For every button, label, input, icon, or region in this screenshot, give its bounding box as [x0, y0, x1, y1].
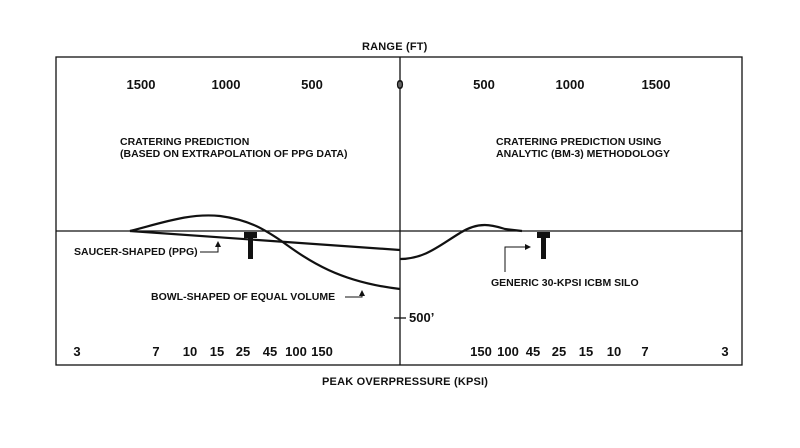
right-panel-line1: CRATERING PREDICTION USING — [496, 136, 662, 148]
crater-lip-left — [129, 214, 281, 241]
silo-right — [537, 232, 550, 259]
top-tick: 0 — [396, 77, 404, 92]
bottom-right-tick: 100 — [497, 344, 519, 359]
silo-leader — [504, 244, 531, 272]
plot-frame — [55, 56, 743, 366]
bottom-left-tick: 25 — [235, 344, 251, 359]
depth-label: 500’ — [409, 310, 435, 325]
right-panel-line2: ANALYTIC (BM-3) METHODOLOGY — [496, 148, 671, 160]
bottom-left-tick: 45 — [262, 344, 278, 359]
bottom-right-tick: 15 — [578, 344, 594, 359]
top-tick: 1500 — [126, 77, 156, 92]
bottom-right-tick: 3 — [721, 344, 729, 359]
top-tick: 1500 — [641, 77, 671, 92]
bottom-left-tick: 10 — [182, 344, 198, 359]
bottom-left-tick: 150 — [311, 344, 333, 359]
bowl-leader — [345, 290, 365, 298]
bottom-left-tick: 7 — [152, 344, 160, 359]
top-tick: 1000 — [211, 77, 241, 92]
bottom-left-tick: 100 — [285, 344, 307, 359]
bowl-label: BOWL-SHAPED OF EQUAL VOLUME — [151, 291, 336, 303]
left-panel-line2: (BASED ON EXTRAPOLATION OF PPG DATA) — [120, 148, 348, 160]
top-axis-title: RANGE (FT) — [362, 41, 428, 53]
bottom-right-tick: 150 — [470, 344, 492, 359]
bottom-left-tick: 15 — [209, 344, 225, 359]
bottom-right-tick: 45 — [525, 344, 541, 359]
top-tick: 500 — [301, 77, 323, 92]
saucer-leader — [200, 241, 221, 253]
bottom-axis-title: PEAK OVERPRESSURE (KPSI) — [322, 376, 489, 388]
top-tick: 500 — [473, 77, 495, 92]
analytic-crater-profile — [399, 223, 523, 261]
saucer-crater-profile — [129, 229, 401, 252]
top-tick: 1000 — [555, 77, 585, 92]
bottom-right-tick: 25 — [551, 344, 567, 359]
bowl-crater-profile — [279, 239, 401, 291]
bottom-right-tick: 10 — [606, 344, 622, 359]
bottom-left-tick: 3 — [73, 344, 81, 359]
saucer-label: SAUCER-SHAPED (PPG) — [74, 246, 198, 258]
silo-left — [244, 232, 257, 259]
silo-label: GENERIC 30-KPSI ICBM SILO — [491, 277, 639, 289]
bottom-right-tick: 7 — [641, 344, 649, 359]
left-panel-line1: CRATERING PREDICTION — [120, 136, 250, 148]
